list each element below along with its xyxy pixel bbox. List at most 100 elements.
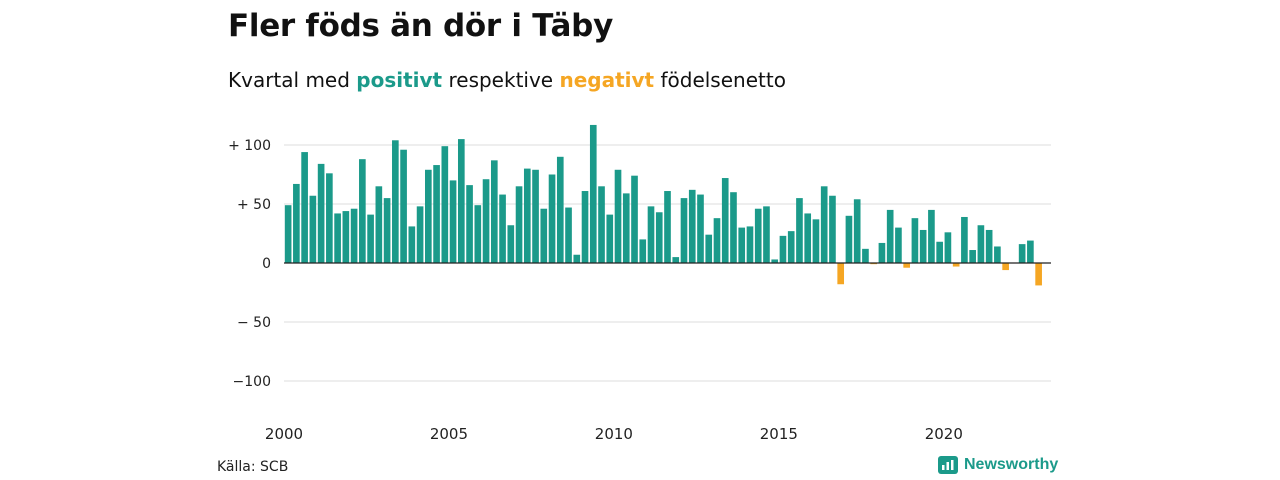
subtitle-negative: negativt [559, 68, 655, 92]
bar [408, 226, 416, 263]
bar [540, 208, 548, 263]
bar [598, 186, 605, 263]
bar [548, 174, 556, 263]
bar [359, 159, 366, 263]
bar [952, 263, 960, 267]
chart-title: Fler föds än dör i Täby [228, 8, 613, 44]
bar [573, 254, 581, 263]
bar [961, 216, 968, 263]
bar [738, 227, 746, 263]
bar [482, 179, 490, 263]
bar [342, 211, 350, 263]
bar [1035, 263, 1042, 286]
brand[interactable]: Newsworthy [938, 456, 1058, 474]
x-tick-label: 2020 [925, 425, 963, 443]
bar [672, 257, 680, 263]
bar [367, 214, 374, 263]
bar [284, 205, 292, 263]
bar [754, 208, 762, 263]
bar [293, 183, 300, 263]
bar [383, 198, 391, 263]
bar [441, 146, 449, 263]
bar [886, 209, 894, 263]
bar [490, 160, 498, 263]
bar [449, 180, 457, 263]
bar [556, 156, 564, 263]
bar [919, 229, 927, 263]
bar [845, 215, 853, 263]
bar [581, 191, 589, 263]
x-tick-label: 2015 [760, 425, 798, 443]
bar [589, 124, 597, 263]
bar [977, 225, 985, 263]
bar [334, 213, 341, 263]
bar [416, 206, 424, 263]
bar [515, 186, 523, 263]
bar [969, 250, 976, 263]
bar [829, 195, 836, 263]
y-tick-label: + 50 [237, 197, 271, 213]
bar [985, 229, 993, 263]
bar [664, 191, 671, 263]
y-tick-label: + 100 [228, 138, 271, 154]
bar [721, 178, 729, 263]
bar [895, 227, 902, 263]
x-tick-label: 2005 [430, 425, 468, 443]
bar [730, 192, 737, 263]
chart-subtitle: Kvartal med positivt respektive negativt… [228, 68, 786, 92]
bar [796, 198, 803, 263]
bar [928, 209, 935, 263]
bar [878, 242, 886, 263]
bar [523, 168, 531, 263]
bar [532, 169, 539, 263]
bar [688, 189, 696, 263]
bar [779, 235, 787, 263]
bar [309, 195, 317, 263]
x-tick-label: 2010 [595, 425, 633, 443]
bar [375, 186, 383, 263]
bar [804, 213, 812, 263]
subtitle-middle: respektive [442, 68, 560, 92]
bar [697, 194, 704, 263]
bar [631, 175, 638, 263]
bar [771, 259, 779, 263]
x-tick-label: 2000 [265, 425, 303, 443]
bar [622, 193, 630, 263]
bar [1027, 240, 1034, 263]
bar [787, 231, 795, 263]
bar [606, 214, 614, 263]
bar [457, 139, 465, 263]
subtitle-suffix: födelsenetto [654, 68, 786, 92]
subtitle-prefix: Kvartal med [228, 68, 357, 92]
y-tick-label: − 50 [237, 315, 271, 331]
bar [903, 263, 910, 268]
source-note: Källa: SCB [217, 459, 289, 475]
subtitle-positive: positivt [356, 68, 443, 92]
bar [392, 140, 399, 263]
bar [936, 241, 943, 263]
bar [746, 226, 754, 263]
bar [507, 225, 515, 263]
bar [425, 169, 432, 263]
bar [1018, 244, 1026, 263]
bar [763, 206, 770, 263]
bar [994, 246, 1001, 263]
bar [853, 199, 861, 263]
bar [812, 219, 820, 263]
bar [647, 206, 655, 263]
bar [565, 207, 572, 263]
bar [837, 263, 845, 285]
bar [944, 232, 952, 263]
bar [862, 248, 869, 263]
bar [301, 152, 308, 263]
bar [680, 198, 688, 263]
bar [499, 194, 506, 263]
bar [820, 186, 828, 263]
newsworthy-logo-icon [938, 456, 958, 474]
bar [433, 165, 440, 263]
brand-name: Newsworthy [964, 456, 1059, 473]
bar [639, 239, 647, 263]
bar [713, 218, 721, 263]
bar [911, 218, 919, 263]
